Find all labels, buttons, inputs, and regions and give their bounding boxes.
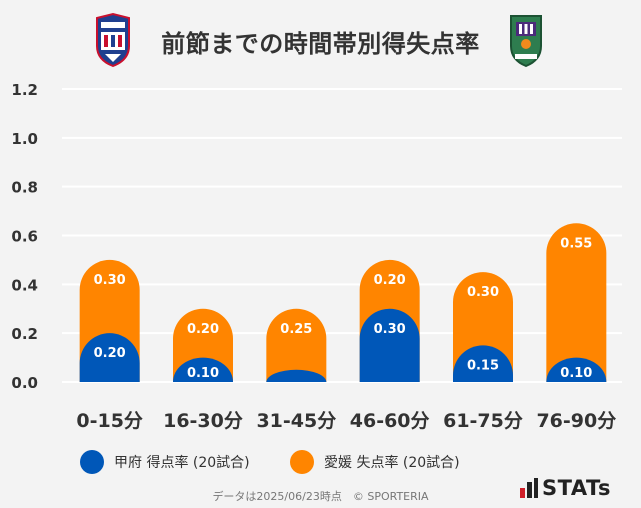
value-label-kofu: 0.15 — [467, 358, 499, 373]
stats-brand-text: STATs — [542, 476, 611, 500]
stats-brand-logo: STATs — [520, 476, 611, 500]
chart-header: 前節までの時間帯別得失点率 — [0, 0, 641, 80]
y-tick-label: 0.0 — [11, 374, 38, 392]
bar-kofu-5 — [546, 357, 607, 382]
value-label-ehime: 0.20 — [187, 322, 219, 337]
bar-kofu-4 — [453, 345, 513, 382]
value-label-kofu: 0.30 — [374, 322, 406, 337]
x-tick-label: 31-45分 — [256, 410, 336, 432]
grid-lines — [62, 88, 622, 383]
x-tick-label: 0-15分 — [76, 410, 143, 432]
y-tick-label: 0.8 — [11, 179, 38, 197]
x-tick-label: 61-75分 — [443, 410, 523, 432]
legend-item-kofu: 甲府 得点率 (20試合) — [80, 449, 250, 475]
bar-kofu-1 — [173, 357, 233, 382]
y-tick-label: 0.4 — [11, 276, 38, 294]
x-tick-label: 76-90分 — [536, 410, 616, 432]
legend-label-kofu: 甲府 得点率 (20試合) — [114, 455, 250, 471]
bars — [79, 223, 607, 382]
y-tick-label: 0.2 — [11, 325, 38, 343]
bar-ehime-5 — [546, 223, 607, 382]
value-label-kofu: 0.10 — [187, 366, 219, 381]
legend-item-ehime: 愛媛 失点率 (20試合) — [290, 449, 460, 475]
legend-swatch-kofu — [80, 450, 104, 474]
bar-kofu-0 — [79, 333, 140, 382]
value-label-ehime: 0.55 — [560, 236, 592, 251]
bar-kofu-3 — [359, 308, 420, 382]
value-label-ehime: 0.30 — [94, 273, 126, 288]
stats-bars-icon — [520, 478, 538, 498]
bar-kofu-2 — [266, 369, 327, 382]
chart-title: 前節までの時間帯別得失点率 — [161, 30, 480, 58]
data-source-note: データは2025/06/23時点 © SPORTERIA — [212, 490, 429, 503]
x-tick-label: 46-60分 — [350, 410, 430, 432]
value-label-ehime: 0.25 — [280, 322, 312, 337]
value-label-kofu: 0.10 — [560, 366, 592, 381]
bar-ehime-2 — [266, 308, 327, 382]
bar-value-labels: 0.30 0.20 0.20 0.10 0.25 0.20 0.30 0.30 0.15 0.55… — [94, 236, 593, 381]
legend-label-ehime: 愛媛 失点率 (20試合) — [324, 455, 460, 471]
y-axis-ticks: 0.0 0.2 0.4 0.6 0.8 1.0 1.2 — [11, 81, 38, 392]
y-tick-label: 0.6 — [11, 228, 38, 246]
y-tick-label: 1.0 — [11, 130, 38, 148]
value-label-ehime: 0.20 — [374, 273, 406, 288]
legend-swatch-ehime — [290, 450, 314, 474]
x-tick-label: 16-30分 — [163, 410, 243, 432]
ehime-fc-crest-icon — [510, 15, 542, 68]
x-axis-ticks: 0-15分 16-30分 31-45分 46-60分 61-75分 76-90分 — [76, 410, 616, 432]
value-label-kofu: 0.20 — [94, 346, 126, 361]
value-label-ehime: 0.30 — [467, 285, 499, 300]
y-tick-label: 1.2 — [11, 81, 38, 99]
ventforet-kofu-crest-icon — [96, 12, 130, 68]
